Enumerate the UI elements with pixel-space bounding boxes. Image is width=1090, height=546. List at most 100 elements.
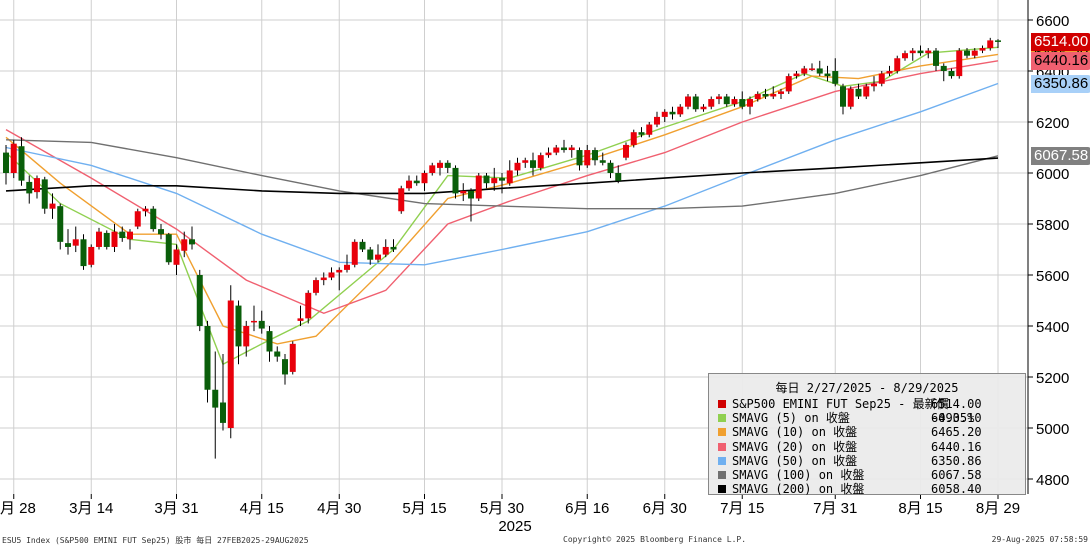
y-tick-label: 6000 bbox=[1036, 166, 1069, 183]
candle-body bbox=[475, 175, 482, 199]
candle-body bbox=[824, 73, 831, 77]
legend-series-value: 6058.40 bbox=[931, 482, 982, 497]
candle-body bbox=[871, 83, 877, 87]
candle-body bbox=[49, 203, 56, 209]
y-tick-label: 6600 bbox=[1036, 13, 1069, 30]
footer-left: ESU5 Index (S&P500 EMINI FUT Sep25) 股市 每… bbox=[2, 536, 309, 545]
candle-body bbox=[437, 162, 443, 168]
candle-body bbox=[592, 150, 598, 161]
candle-body bbox=[274, 351, 281, 357]
x-tick-label: 2月 28 bbox=[0, 500, 36, 517]
legend-title: 每日 2/27/2025 - 8/29/2025 bbox=[775, 381, 959, 395]
x-axis-ticks: 2月 28 3月 14 3月 31 4月 15 4月 30 5月 15 5月 30 6月 16… bbox=[0, 494, 1020, 517]
candle-body bbox=[708, 99, 715, 107]
legend-swatch-price bbox=[718, 400, 726, 408]
x-tick-label: 6月 30 bbox=[643, 500, 687, 517]
candle-body bbox=[150, 208, 157, 230]
x-tick-label: 7月 31 bbox=[813, 500, 857, 517]
candle-body bbox=[10, 143, 17, 173]
legend-series-value: 6493.10 bbox=[931, 411, 982, 426]
candle-body bbox=[398, 188, 405, 212]
legend-row: SMAVG (20) on 收盤 6440.16 bbox=[709, 440, 1025, 454]
candle-body bbox=[700, 106, 707, 110]
candle-body bbox=[468, 190, 474, 199]
legend-series-name: SMAVG (100) on 收盤 bbox=[732, 467, 865, 482]
candle-body bbox=[925, 50, 932, 54]
candle-body bbox=[607, 162, 614, 173]
candle-body bbox=[96, 231, 102, 247]
candle-body bbox=[413, 180, 420, 184]
candle-body bbox=[731, 99, 738, 105]
y-tick-label: 5600 bbox=[1036, 268, 1069, 285]
candle-body bbox=[351, 241, 358, 265]
legend-swatch bbox=[718, 428, 726, 437]
candle-body bbox=[545, 152, 552, 156]
candle-body bbox=[429, 165, 436, 173]
x-tick-label: 5月 15 bbox=[402, 500, 446, 517]
candle-body bbox=[886, 71, 893, 74]
candle-body bbox=[847, 88, 854, 107]
candle-body bbox=[212, 389, 219, 408]
candle-body bbox=[142, 208, 149, 212]
x-tick-label: 3月 14 bbox=[69, 500, 113, 517]
candle-body bbox=[127, 231, 133, 240]
candle-body bbox=[18, 146, 25, 181]
candle-body bbox=[964, 50, 970, 56]
candle-body bbox=[971, 50, 978, 56]
candle-body bbox=[878, 73, 885, 84]
last-value-tag: 6440.16 bbox=[1031, 51, 1090, 70]
candle-body bbox=[801, 68, 808, 74]
candle-body bbox=[615, 173, 622, 181]
candle-body bbox=[57, 206, 64, 242]
candle-body bbox=[785, 76, 792, 92]
series-line bbox=[5, 60, 999, 315]
candle-body bbox=[165, 234, 172, 263]
y-tick-label: 5000 bbox=[1036, 421, 1069, 438]
candle-body bbox=[3, 152, 9, 173]
candle-body bbox=[778, 91, 784, 94]
candle-body bbox=[72, 239, 79, 246]
candle-body bbox=[134, 211, 141, 227]
year-label: 2025 bbox=[498, 518, 531, 535]
candle-body bbox=[754, 93, 761, 100]
legend-series-value: 6350.86 bbox=[931, 453, 982, 468]
candle-body bbox=[266, 331, 273, 352]
legend-swatch bbox=[718, 442, 726, 451]
legend-ma-rows: SMAVG (5) on 收盤 6493.10 SMAVG (10) on 收盤 64… bbox=[709, 411, 1025, 496]
last-value-tag: 6514.00 bbox=[1031, 32, 1090, 51]
candle-body bbox=[599, 160, 606, 163]
x-tick-label: 8月 29 bbox=[976, 500, 1020, 517]
candle-body bbox=[26, 181, 33, 194]
candle-body bbox=[940, 65, 947, 71]
x-tick-label: 7月 15 bbox=[720, 500, 764, 517]
y-tick-label: 5200 bbox=[1036, 370, 1069, 387]
candle-body bbox=[762, 93, 769, 97]
y-tick-label: 6200 bbox=[1036, 115, 1069, 132]
x-tick-label: 3月 31 bbox=[154, 500, 198, 517]
last-value-tag: 6350.86 bbox=[1031, 74, 1090, 93]
candle-body bbox=[739, 99, 746, 107]
candle-body bbox=[506, 170, 513, 184]
candle-body bbox=[646, 124, 653, 135]
candle-body bbox=[227, 300, 234, 428]
candle-body bbox=[553, 147, 560, 153]
legend-swatch bbox=[718, 470, 726, 479]
candle-body bbox=[491, 178, 498, 184]
candle-body bbox=[568, 147, 575, 151]
candle-body bbox=[367, 249, 374, 260]
candle-body bbox=[685, 96, 691, 107]
legend-row: SMAVG (50) on 收盤 6350.86 bbox=[709, 454, 1025, 468]
y-tick-label: 4800 bbox=[1036, 472, 1069, 489]
legend-series-value: 6440.16 bbox=[931, 439, 982, 454]
legend-swatch bbox=[718, 456, 726, 465]
candle-body bbox=[661, 111, 668, 117]
candle-body bbox=[584, 150, 591, 166]
legend-row: SMAVG (10) on 收盤 6465.20 bbox=[709, 425, 1025, 439]
candle-body bbox=[793, 73, 800, 77]
candle-body bbox=[103, 232, 110, 247]
candle-body bbox=[948, 71, 955, 77]
last-value-tag: 6067.58 bbox=[1031, 146, 1090, 165]
candle-body bbox=[623, 144, 629, 158]
candle-body bbox=[88, 246, 95, 265]
candle-body bbox=[297, 318, 304, 321]
